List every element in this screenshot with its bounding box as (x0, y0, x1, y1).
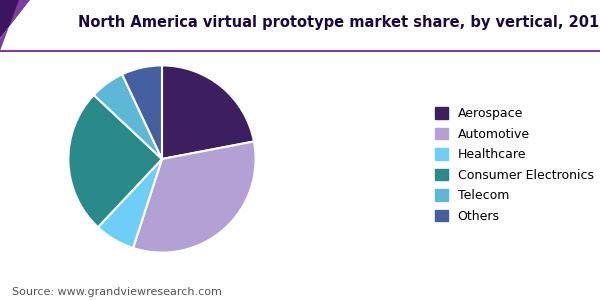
Wedge shape (94, 74, 162, 159)
Wedge shape (133, 142, 256, 253)
Wedge shape (162, 65, 254, 159)
Text: North America virtual prototype market share, by vertical, 2017 (%): North America virtual prototype market s… (78, 15, 600, 30)
Legend: Aerospace, Automotive, Healthcare, Consumer Electronics, Telecom, Others: Aerospace, Automotive, Healthcare, Consu… (435, 107, 594, 223)
Wedge shape (122, 65, 162, 159)
Polygon shape (0, 0, 30, 51)
Wedge shape (68, 95, 162, 227)
Text: Source: www.grandviewresearch.com: Source: www.grandviewresearch.com (12, 287, 222, 297)
Wedge shape (98, 159, 162, 248)
Polygon shape (0, 0, 30, 51)
